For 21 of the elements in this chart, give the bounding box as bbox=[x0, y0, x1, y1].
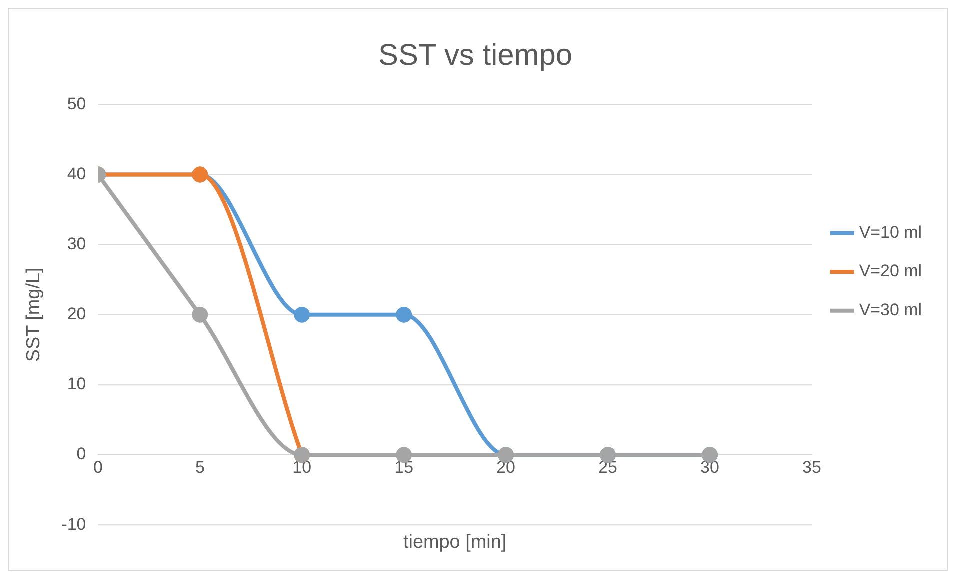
x-tick-label: 35 bbox=[802, 458, 822, 477]
y-tick-label: 30 bbox=[67, 234, 86, 254]
legend-label: V=30 ml bbox=[859, 300, 922, 320]
x-tick-label: 0 bbox=[93, 458, 103, 477]
point bbox=[192, 306, 208, 323]
y-axis-title: SST [mg/L] bbox=[24, 268, 45, 362]
y-tick-label: -10 bbox=[62, 514, 86, 534]
chart-title: SST vs tiempo bbox=[378, 39, 573, 72]
x-tick-label: 5 bbox=[195, 458, 205, 477]
y-tick-label: 10 bbox=[67, 374, 86, 394]
point bbox=[294, 306, 310, 323]
legend-label: V=20 ml bbox=[859, 262, 922, 281]
y-tick-label: 40 bbox=[67, 164, 86, 184]
point bbox=[396, 306, 412, 323]
x-tick-label: 10 bbox=[292, 458, 312, 477]
y-tick-label: 50 bbox=[67, 94, 86, 114]
y-tick-label: 20 bbox=[67, 304, 86, 324]
x-axis-title: tiempo [min] bbox=[403, 532, 507, 553]
legend-label: V=10 ml bbox=[859, 222, 922, 242]
x-tick-label: 15 bbox=[394, 458, 414, 477]
y-tick-label: 0 bbox=[76, 444, 86, 464]
